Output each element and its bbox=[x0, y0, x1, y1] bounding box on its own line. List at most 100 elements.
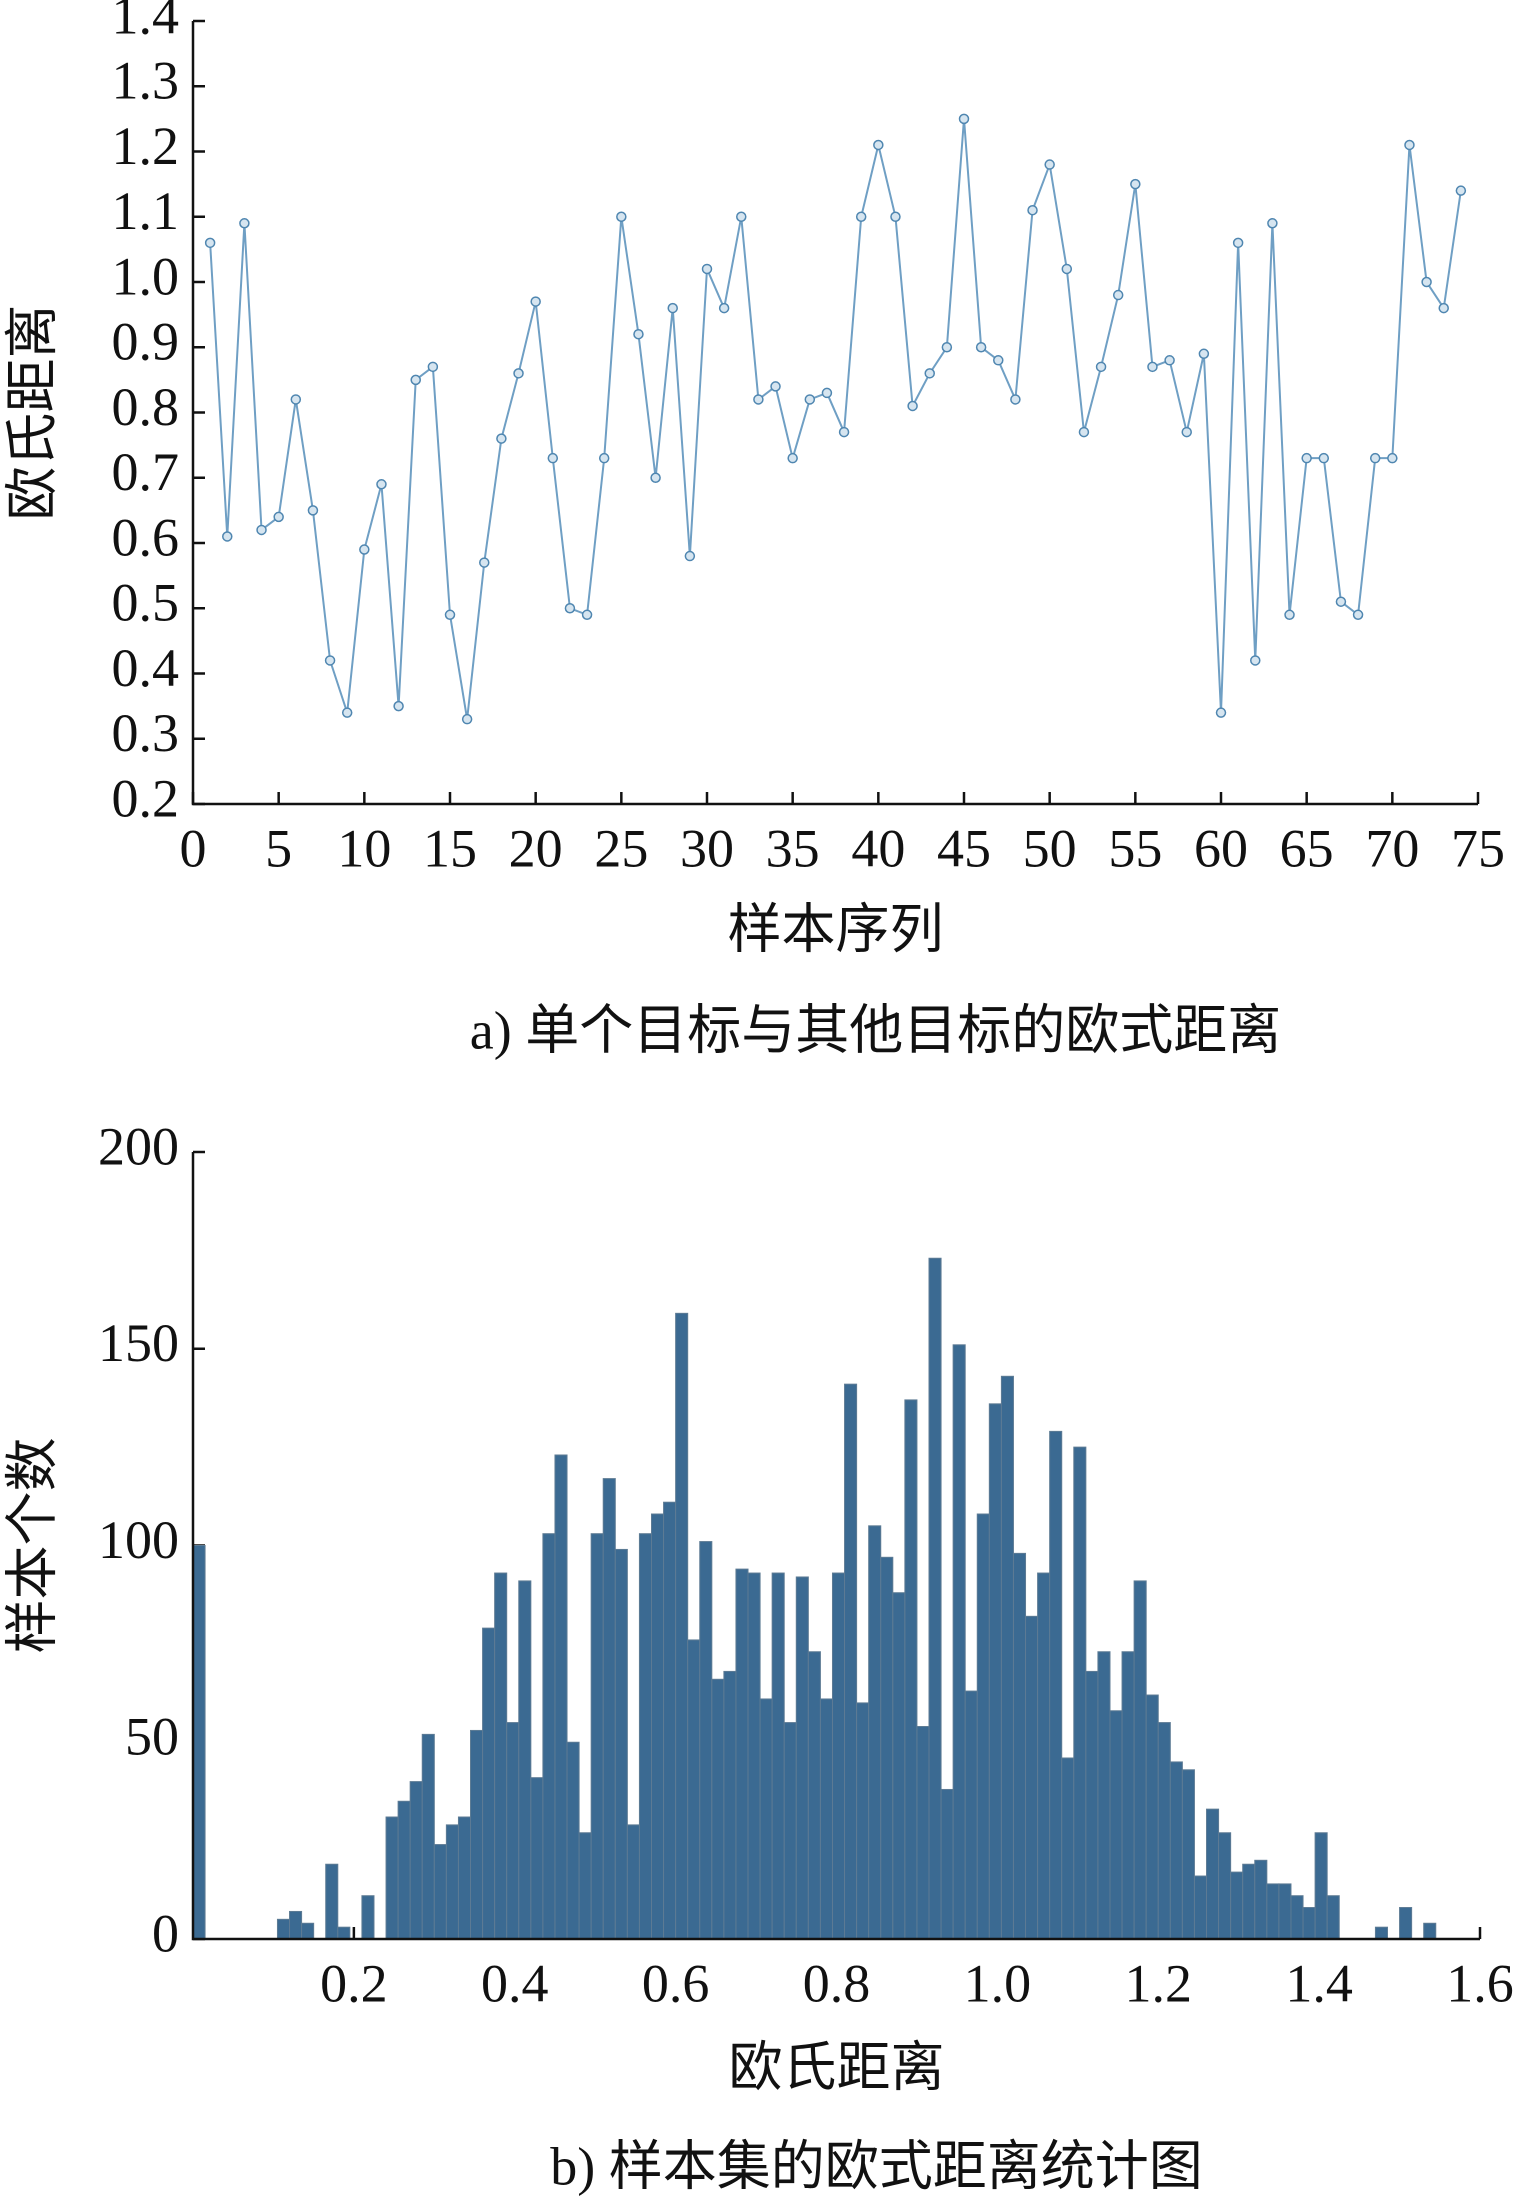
bar bbox=[578, 1832, 592, 1940]
data-point bbox=[718, 302, 730, 314]
y-tick-label: 1.3 bbox=[112, 51, 180, 111]
data-point bbox=[1215, 707, 1227, 718]
data-point bbox=[667, 302, 678, 314]
bar bbox=[1133, 1580, 1147, 1940]
data-point bbox=[1301, 452, 1312, 464]
bar bbox=[1254, 1859, 1268, 1940]
data-point bbox=[324, 655, 336, 666]
bar bbox=[1278, 1883, 1292, 1940]
x-tick-label: 60 bbox=[1194, 818, 1248, 878]
bar bbox=[1157, 1722, 1171, 1940]
x-tick-label: 1.0 bbox=[964, 1953, 1032, 2013]
data-point bbox=[479, 557, 490, 568]
data-point bbox=[1010, 394, 1021, 405]
data-point bbox=[1027, 204, 1038, 216]
data-point bbox=[890, 211, 901, 222]
bar bbox=[385, 1816, 399, 1940]
x-tick-label: 40 bbox=[851, 818, 905, 878]
y-tick-label: 1.4 bbox=[112, 0, 180, 45]
bar bbox=[614, 1548, 628, 1940]
data-point bbox=[1078, 426, 1090, 438]
x-tick-label: 10 bbox=[337, 818, 391, 878]
data-point bbox=[650, 472, 661, 483]
bar bbox=[844, 1383, 858, 1940]
x-axis-label: 样本序列 bbox=[728, 899, 944, 959]
data-point bbox=[1438, 302, 1449, 314]
data-point bbox=[256, 524, 267, 536]
x-tick-label: 65 bbox=[1280, 818, 1334, 878]
bar bbox=[747, 1572, 761, 1940]
bar bbox=[638, 1533, 652, 1940]
bar bbox=[397, 1800, 411, 1940]
bar bbox=[337, 1926, 351, 1940]
y-tick-label: 0.3 bbox=[112, 703, 180, 763]
data-point bbox=[598, 452, 610, 464]
data-line bbox=[209, 118, 1462, 720]
y-tick-label: 50 bbox=[125, 1707, 179, 1767]
data-point bbox=[1112, 289, 1124, 301]
bar bbox=[1242, 1863, 1256, 1940]
bar bbox=[542, 1533, 556, 1940]
bar bbox=[916, 1726, 930, 1940]
x-tick-label: 75 bbox=[1451, 818, 1505, 878]
bar bbox=[554, 1454, 568, 1940]
y-tick-label: 0.9 bbox=[112, 312, 180, 372]
bar bbox=[1218, 1832, 1232, 1940]
data-point bbox=[1181, 426, 1192, 438]
bar bbox=[192, 1545, 206, 1940]
data-point bbox=[941, 342, 953, 353]
data-point bbox=[513, 368, 524, 379]
x-tick-label: 0.8 bbox=[803, 1953, 871, 2013]
y-tick-label: 1.0 bbox=[112, 246, 180, 306]
bar bbox=[470, 1729, 484, 1940]
data-point bbox=[821, 387, 833, 399]
x-tick-label: 0.6 bbox=[642, 1953, 710, 2013]
bar bbox=[1049, 1430, 1063, 1940]
bar bbox=[1012, 1552, 1027, 1940]
data-point bbox=[581, 609, 593, 621]
data-point bbox=[273, 511, 284, 523]
y-tick-label: 100 bbox=[98, 1510, 179, 1570]
caption: b) 样本集的欧式距离统计图 bbox=[550, 2136, 1202, 2196]
bar bbox=[409, 1781, 423, 1940]
bar bbox=[518, 1580, 532, 1940]
data-point bbox=[341, 707, 353, 718]
bar bbox=[856, 1702, 870, 1940]
bar bbox=[289, 1910, 303, 1940]
data-point bbox=[1284, 609, 1295, 621]
data-point bbox=[359, 544, 370, 555]
bar bbox=[301, 1922, 315, 1940]
bar bbox=[831, 1572, 846, 1940]
y-tick-label: 1.1 bbox=[112, 181, 180, 241]
data-point bbox=[1095, 361, 1107, 373]
bar bbox=[1326, 1895, 1340, 1940]
bar bbox=[445, 1824, 459, 1940]
y-tick-label: 200 bbox=[98, 1116, 179, 1176]
y-tick-label: 1.2 bbox=[112, 116, 180, 176]
bar bbox=[361, 1895, 375, 1940]
y-axis-label: 样本个数 bbox=[2, 1438, 62, 1654]
caption: a) 单个目标与其他目标的欧式距离 bbox=[470, 1000, 1281, 1060]
data-point bbox=[873, 139, 884, 151]
y-tick-label: 0.4 bbox=[112, 638, 180, 698]
bar bbox=[276, 1918, 291, 1940]
bar bbox=[964, 1690, 978, 1940]
bar bbox=[976, 1513, 990, 1940]
data-point bbox=[1061, 263, 1073, 275]
data-point bbox=[1147, 361, 1158, 373]
x-tick-label: 70 bbox=[1365, 818, 1419, 878]
y-tick-label: 0.6 bbox=[112, 507, 180, 567]
data-point bbox=[736, 211, 747, 222]
data-point bbox=[393, 700, 404, 712]
bar bbox=[723, 1670, 737, 1940]
data-point bbox=[1232, 237, 1244, 249]
bar bbox=[506, 1722, 520, 1940]
data-point bbox=[787, 452, 798, 464]
x-tick-label: 5 bbox=[265, 818, 292, 878]
y-tick-label: 0 bbox=[152, 1903, 179, 1963]
bar bbox=[819, 1698, 833, 1940]
x-tick-label: 15 bbox=[423, 818, 477, 878]
x-axis-label: 欧氏距离 bbox=[729, 2037, 945, 2097]
x-tick-label: 45 bbox=[937, 818, 991, 878]
